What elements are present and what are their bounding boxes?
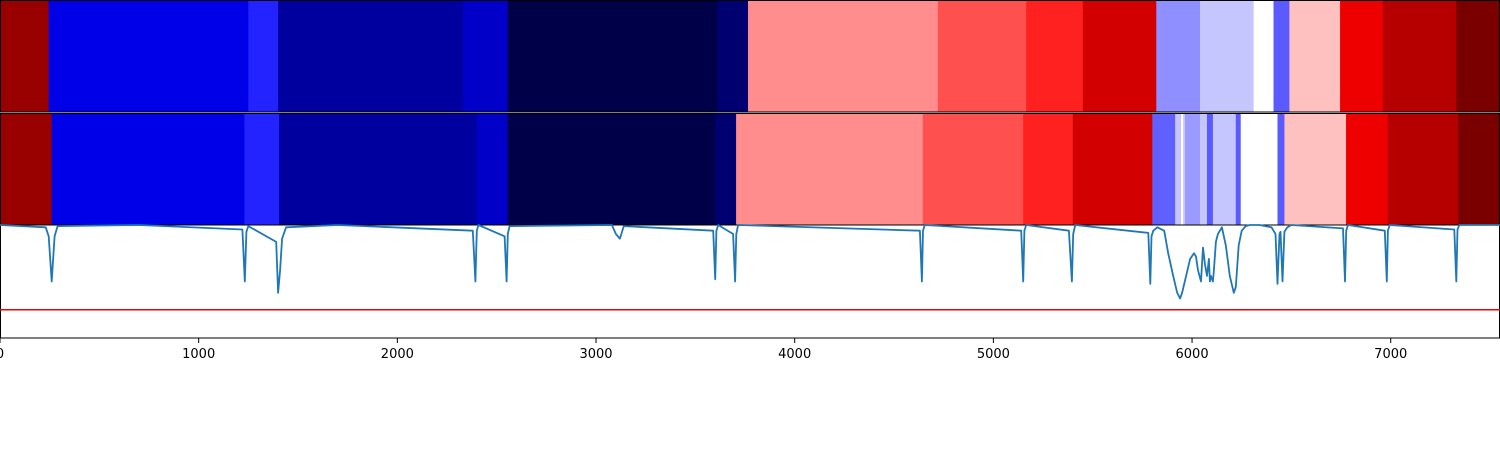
heatmap-cell xyxy=(937,0,1027,112)
heatmap-cell xyxy=(1181,113,1184,225)
x-tick-label: 6000 xyxy=(1176,347,1209,362)
heatmap-cell xyxy=(717,0,749,112)
heatmap-cell xyxy=(1175,113,1182,225)
heatmap-cell xyxy=(1387,113,1459,225)
heatmap-cell xyxy=(0,0,50,112)
heatmap-cell xyxy=(1340,0,1384,112)
heatmap-cell xyxy=(922,113,1024,225)
x-tick-label: 1000 xyxy=(182,347,215,362)
x-tick-label: 4000 xyxy=(778,347,811,362)
heatmap-cell xyxy=(1235,113,1242,225)
heatmap-cell xyxy=(1026,0,1084,112)
heatmap-cell xyxy=(51,113,245,225)
heatmap-cell xyxy=(1382,0,1457,112)
x-tick-label: 7000 xyxy=(1374,347,1407,362)
heatmap-cell xyxy=(462,0,509,112)
heatmap-cell xyxy=(1156,0,1201,112)
x-tick-label: 2000 xyxy=(381,347,414,362)
heatmap-cell xyxy=(0,113,53,225)
heatmap-cell xyxy=(507,0,718,112)
heatmap-band-2 xyxy=(0,113,1500,225)
heatmap-cell xyxy=(1183,113,1186,225)
heatmap-cell xyxy=(715,113,737,225)
heatmap-cell xyxy=(1240,113,1278,225)
heatmap-cell xyxy=(1284,113,1347,225)
heatmap-band-1 xyxy=(0,0,1500,112)
heatmap-cell xyxy=(278,0,464,112)
heatmap-cell xyxy=(1273,0,1290,112)
heatmap-cell xyxy=(1023,113,1074,225)
heatmap-cell xyxy=(1277,113,1285,225)
heatmap-cell xyxy=(1212,113,1217,225)
heatmap-cell xyxy=(48,0,249,112)
heatmap-cell xyxy=(1185,113,1201,225)
heatmap-cell xyxy=(1200,113,1208,225)
heatmap-cell xyxy=(1289,0,1341,112)
heatmap-cell xyxy=(507,113,716,225)
heatmap-cell xyxy=(244,113,280,225)
heatmap-cell xyxy=(248,0,279,112)
spectrum-line xyxy=(0,224,1500,300)
heatmap-cell xyxy=(748,0,939,112)
heatmap-cell xyxy=(1458,113,1500,225)
x-axis: 0 1000 2000 3000 4000 5000 6000 7000 xyxy=(0,338,1407,362)
heatmap-cell xyxy=(736,113,924,225)
heatmap-cell xyxy=(1253,0,1275,112)
heatmap-cell xyxy=(1072,113,1153,225)
x-tick-label: 3000 xyxy=(579,347,612,362)
heatmap-cell xyxy=(476,113,509,225)
heatmap-cell xyxy=(1456,0,1500,112)
heatmap-cell xyxy=(279,113,478,225)
line-plot-panel xyxy=(0,224,1500,339)
line-plot-frame xyxy=(0,224,1500,339)
x-tick-label: 0 xyxy=(0,347,4,362)
heatmap-cell xyxy=(1215,113,1237,225)
heatmap-cell xyxy=(1346,113,1389,225)
heatmap-cell xyxy=(1082,0,1157,112)
heatmap-cell xyxy=(1152,113,1176,225)
x-tick-label: 5000 xyxy=(977,347,1010,362)
heatmap-cell xyxy=(1200,0,1255,112)
heatmap-cell xyxy=(1206,113,1214,225)
